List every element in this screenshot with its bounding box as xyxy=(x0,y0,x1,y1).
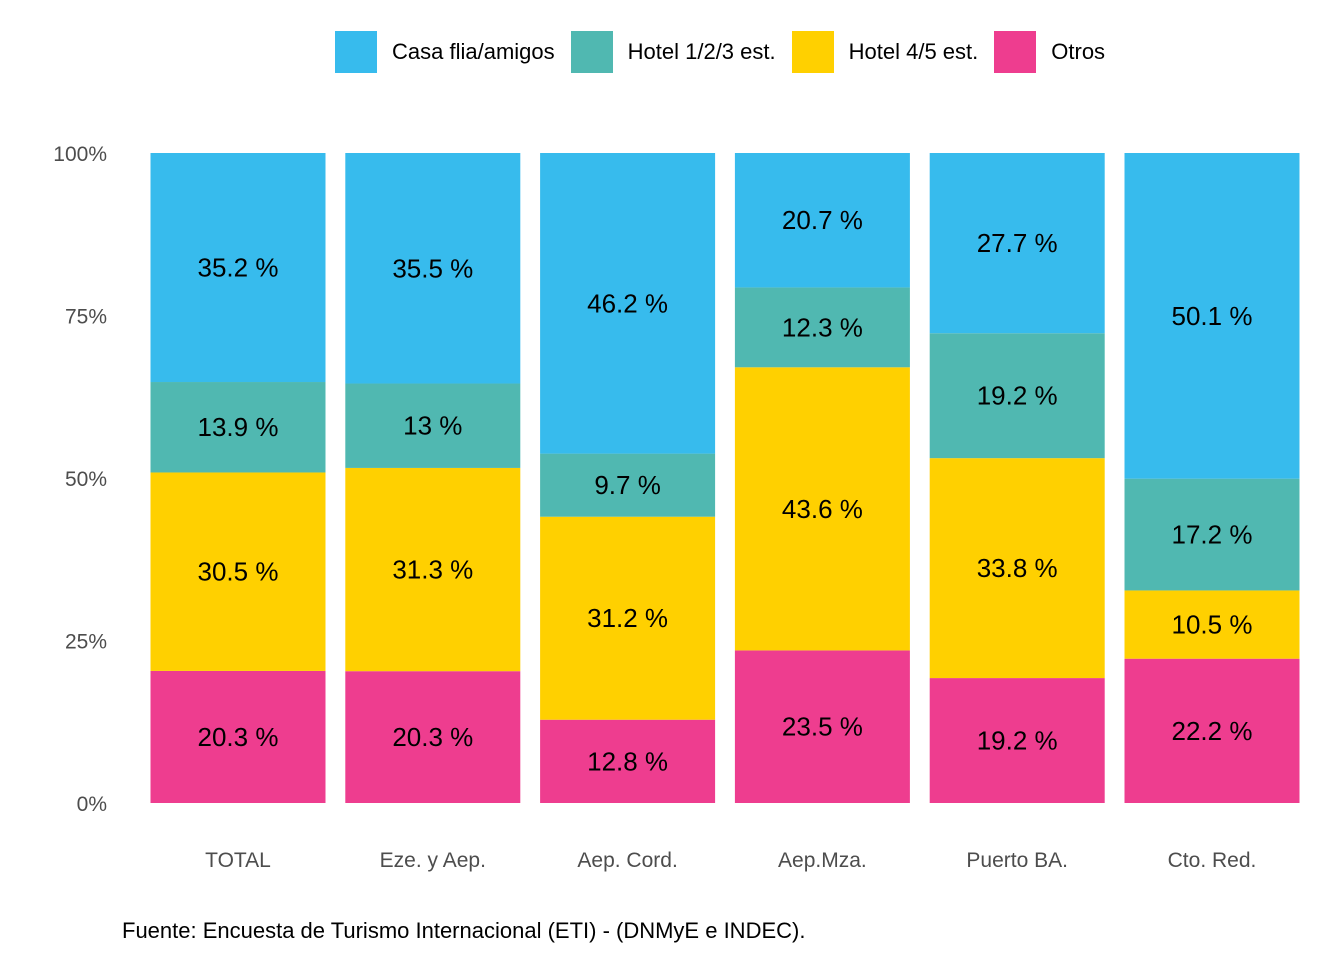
data-label: 12.8 % xyxy=(587,746,668,776)
bar-segment xyxy=(929,153,1105,334)
bar-segment xyxy=(1124,658,1300,803)
data-label: 30.5 % xyxy=(198,557,279,587)
bar-segment xyxy=(345,467,521,672)
bar-segment xyxy=(929,333,1105,459)
bar-segment xyxy=(1124,478,1300,591)
y-tick-label: 75% xyxy=(65,306,107,329)
bar-segment xyxy=(929,458,1105,679)
data-label: 50.1 % xyxy=(1172,301,1253,331)
x-tick-label: Puerto BA. xyxy=(966,849,1068,872)
source-note: Fuente: Encuesta de Turismo Internaciona… xyxy=(122,918,806,943)
bar-segment xyxy=(150,153,326,383)
data-label: 27.7 % xyxy=(977,228,1058,258)
legend-item: Hotel 4/5 est. xyxy=(791,31,979,73)
data-label: 31.2 % xyxy=(587,603,668,633)
data-label: 33.8 % xyxy=(977,553,1058,583)
legend-swatch xyxy=(335,31,377,73)
y-tick-label: 25% xyxy=(65,631,107,654)
legend-item: Casa flia/amigos xyxy=(335,31,555,73)
bar-segment xyxy=(150,472,326,671)
y-tick-label: 50% xyxy=(65,468,107,491)
bar-segment xyxy=(734,650,910,803)
data-label: 35.2 % xyxy=(198,253,279,283)
data-label: 31.3 % xyxy=(392,555,473,585)
legend-swatch xyxy=(791,31,834,73)
bar-segment xyxy=(1124,153,1300,479)
legend-label: Casa flia/amigos xyxy=(392,39,555,64)
bar-segment xyxy=(345,383,521,468)
data-label: 13.9 % xyxy=(198,412,279,442)
legend-label: Hotel 1/2/3 est. xyxy=(627,39,776,64)
data-label: 17.2 % xyxy=(1172,520,1253,550)
bar-segment xyxy=(150,382,326,473)
legend-label: Hotel 4/5 est. xyxy=(848,39,979,64)
legend-swatch xyxy=(994,31,1037,73)
bar-segment xyxy=(734,153,910,288)
bar-segment xyxy=(540,516,716,720)
x-tick-label: TOTAL xyxy=(205,849,271,872)
data-label: 35.5 % xyxy=(392,253,473,283)
data-label: 23.5 % xyxy=(782,712,863,742)
x-tick-label: Cto. Red. xyxy=(1168,849,1257,872)
data-label: 46.2 % xyxy=(587,288,668,318)
data-label: 20.3 % xyxy=(392,722,473,752)
legend-swatch xyxy=(570,31,613,73)
data-label: 20.3 % xyxy=(198,722,279,752)
legend-label: Otros xyxy=(1051,39,1106,64)
data-label: 19.2 % xyxy=(977,726,1058,756)
legend-item: Hotel 1/2/3 est. xyxy=(570,31,776,73)
bar-segment xyxy=(1124,590,1300,659)
data-label: 9.7 % xyxy=(594,470,661,500)
bar-segment xyxy=(150,670,326,803)
bar-segment xyxy=(540,453,716,517)
y-tick-label: 0% xyxy=(77,793,107,816)
data-label: 10.5 % xyxy=(1172,610,1253,640)
bar-segment xyxy=(540,153,716,454)
bar-segment xyxy=(734,367,910,651)
data-label: 13 % xyxy=(403,411,462,441)
bar-segment xyxy=(929,678,1105,803)
legend-item: Otros xyxy=(994,31,1105,73)
data-label: 20.7 % xyxy=(782,205,863,235)
chart-legend: Casa flia/amigos Hotel 1/2/3 est. Hotel 4/… xyxy=(335,31,1121,73)
y-tick-label: 100% xyxy=(53,143,107,166)
bar-segment xyxy=(734,287,910,368)
bar-segment xyxy=(345,153,521,384)
bar-segment xyxy=(540,719,716,803)
bar-segment xyxy=(345,671,521,803)
data-label: 19.2 % xyxy=(977,381,1058,411)
x-tick-label: Aep.Mza. xyxy=(778,849,867,872)
data-label: 12.3 % xyxy=(782,312,863,342)
x-tick-label: Eze. y Aep. xyxy=(380,849,486,872)
data-label: 22.2 % xyxy=(1172,716,1253,746)
x-tick-label: Aep. Cord. xyxy=(577,849,677,872)
data-label: 43.6 % xyxy=(782,494,863,524)
